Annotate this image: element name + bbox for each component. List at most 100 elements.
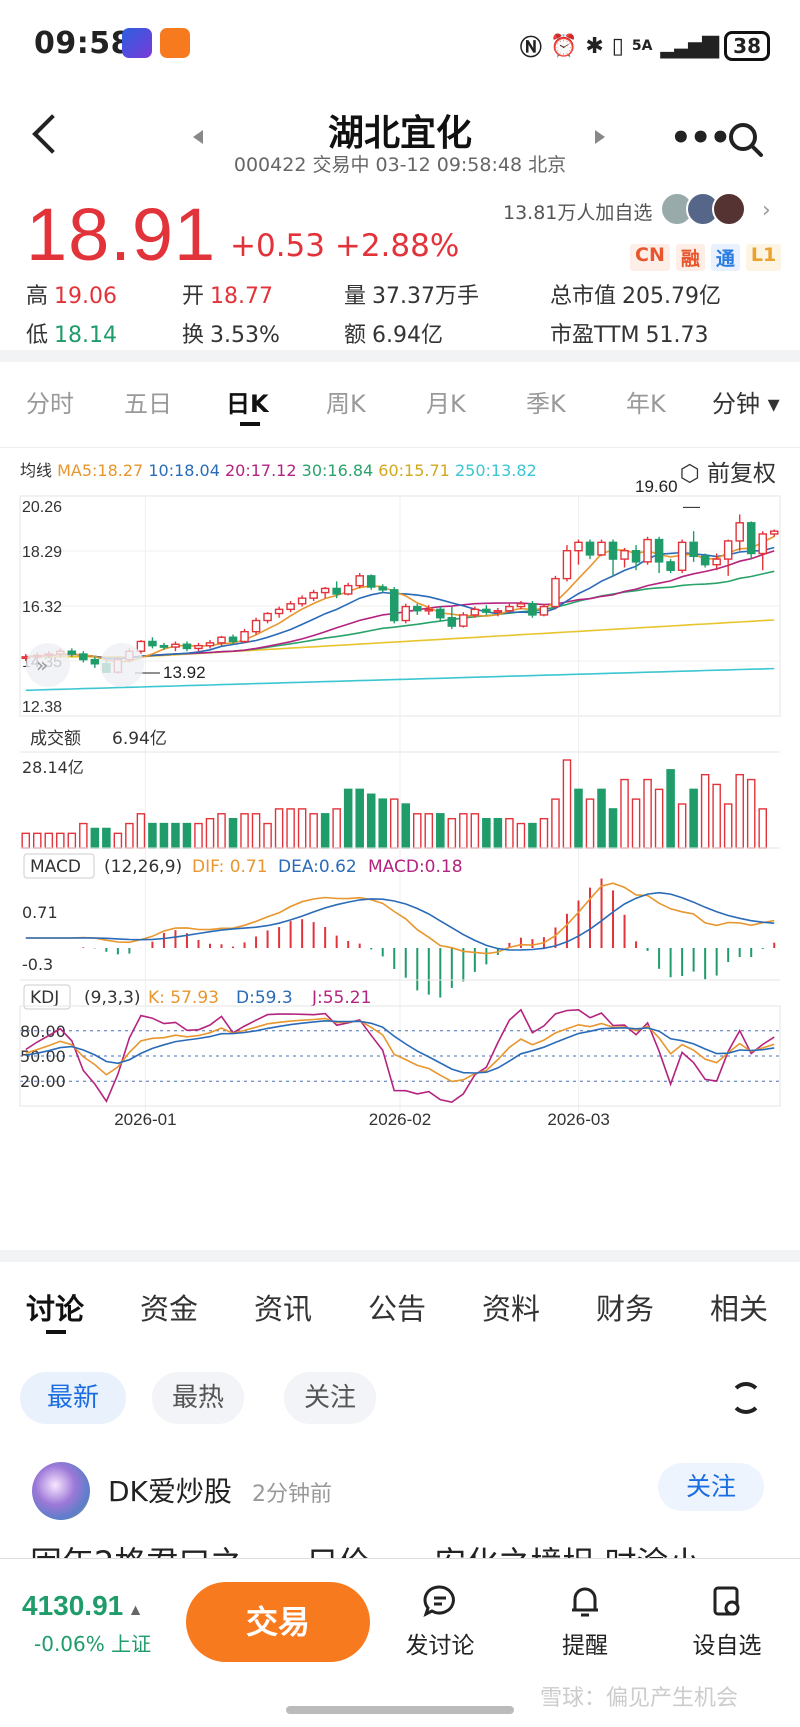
nav-add-watchlist[interactable]: 设自选: [692, 1633, 762, 1659]
candle-body: [493, 610, 503, 613]
volume-bar: [746, 778, 756, 849]
current-price: 18.91: [26, 193, 217, 276]
tab-quarterly-k[interactable]: 季K: [526, 390, 566, 418]
next-stock-icon[interactable]: [595, 130, 605, 144]
volume-bar: [643, 778, 652, 849]
price-change: +0.53 +2.88%: [230, 228, 460, 264]
filter-following[interactable]: 关注: [284, 1372, 376, 1424]
index-change[interactable]: -0.06% 上证: [34, 1632, 152, 1656]
nav-post-discussion[interactable]: 发讨论: [405, 1633, 475, 1659]
tag-l1: L1: [745, 244, 782, 271]
candle-body: [459, 614, 468, 627]
filter-latest[interactable]: 最新: [20, 1372, 126, 1424]
candle-body: [654, 538, 664, 563]
candle-body: [620, 550, 629, 560]
volume-bar: [436, 813, 445, 849]
tab-discussion[interactable]: 讨论: [26, 1292, 85, 1326]
dea-line: [25, 891, 775, 951]
adjust-restore-button[interactable]: ⬡ 前复权: [679, 461, 776, 487]
volume-bar: [735, 773, 744, 849]
macd-dif: DIF: 0.71: [192, 857, 268, 877]
candle-body: [171, 643, 180, 648]
candle-body: [516, 603, 526, 608]
prev-stock-icon[interactable]: [193, 130, 203, 144]
app-notification-icon: [122, 28, 152, 58]
volume-bar: [620, 778, 629, 849]
tab-capital[interactable]: 资金: [140, 1292, 199, 1326]
chevron-right-icon[interactable]: ›: [762, 198, 771, 223]
home-indicator[interactable]: [286, 1706, 514, 1714]
volume-bar: [44, 832, 54, 849]
volume-bar: [148, 822, 157, 849]
tab-monthly-k[interactable]: 月K: [426, 390, 466, 418]
tab-financials[interactable]: 财务: [596, 1292, 655, 1326]
volume-bar: [447, 817, 457, 849]
amount-value: 6.94亿: [112, 729, 167, 749]
comment-icon[interactable]: [423, 1584, 457, 1618]
bottom-bar: [0, 1558, 800, 1727]
macd-top-label: 0.71: [22, 903, 58, 922]
follow-button[interactable]: 关注: [658, 1463, 764, 1511]
followers-count[interactable]: 13.81万人加自选: [503, 202, 653, 224]
candle-body: [217, 636, 226, 644]
candle-body: [309, 591, 318, 599]
app-notification-icon-2: [160, 28, 190, 58]
tab-weekly-k[interactable]: 周K: [326, 390, 366, 418]
avatar[interactable]: [32, 1462, 90, 1520]
post-username[interactable]: DK爱炒股: [108, 1475, 232, 1508]
candle-body: [700, 555, 710, 566]
candle-body: [240, 630, 249, 643]
stat-volume: 量 37.37万手: [344, 284, 479, 309]
tab-profile[interactable]: 资料: [482, 1292, 541, 1326]
tab-announcements[interactable]: 公告: [368, 1292, 427, 1326]
tab-news[interactable]: 资讯: [254, 1292, 313, 1326]
candle-body: [608, 541, 618, 560]
volume-bar: [574, 788, 583, 849]
price-axis-label: 18.29: [22, 544, 62, 561]
candle-body: [332, 587, 341, 595]
low-annotation: 13.92: [163, 663, 206, 682]
watchlist-icon[interactable]: [710, 1584, 744, 1618]
tab-five-day[interactable]: 五日: [124, 390, 172, 418]
search-icon[interactable]: [726, 120, 766, 160]
volume-bar: [240, 813, 249, 849]
kdj-d: D:59.3: [236, 988, 293, 1008]
bell-icon[interactable]: [568, 1584, 602, 1618]
volume-bar: [136, 813, 146, 849]
post-text[interactable]: 固年2格君曰之……只价……安化之境坦 时涂小: [30, 1538, 701, 1558]
volume-bar: [631, 798, 641, 849]
refresh-icon[interactable]: [730, 1382, 762, 1414]
candle-body: [274, 608, 284, 615]
candle-body: [631, 550, 641, 563]
candle-body: [366, 575, 376, 588]
candle-body: [539, 605, 549, 616]
candle-body: [194, 644, 203, 650]
follower-avatars[interactable]: [660, 192, 746, 226]
nav-reminder[interactable]: 提醒: [562, 1633, 608, 1659]
volume-bar: [125, 822, 134, 849]
ma-legend: 均线 MA5:18.27 10:18.04 20:17.12 30:16.84 …: [20, 461, 537, 480]
volume-bar: [666, 769, 675, 849]
volume-bar: [470, 813, 480, 849]
stock-charts[interactable]: 20.2618.2916.3214.3512.3819.6013.92»成交额6…: [0, 480, 800, 1220]
stat-high: 高 19.06: [26, 284, 117, 309]
volume-bar: [251, 813, 261, 849]
tab-yearly-k[interactable]: 年K: [626, 390, 666, 418]
filter-hot[interactable]: 最热: [152, 1372, 244, 1424]
volume-bar: [551, 798, 560, 849]
tab-related[interactable]: 相关: [710, 1292, 769, 1326]
kdj-title: KDJ: [30, 988, 59, 1008]
volume-bar: [677, 803, 687, 849]
tab-minute-dropdown[interactable]: 分钟 ▾: [712, 390, 780, 418]
stat-low: 低 18.14: [26, 323, 117, 348]
tab-intraday[interactable]: 分时: [26, 390, 74, 418]
battery-indicator: 38: [724, 31, 770, 61]
tab-daily-k[interactable]: 日K: [226, 390, 269, 418]
trade-button[interactable]: 交易: [186, 1582, 370, 1662]
candle-body: [297, 597, 307, 605]
index-value[interactable]: 4130.91 ▲: [22, 1590, 144, 1621]
price-axis-label: 12.38: [22, 699, 62, 716]
more-icon[interactable]: •••: [670, 118, 731, 158]
candle-body: [528, 603, 537, 616]
stat-market-cap: 总市值 205.79亿: [550, 284, 721, 309]
